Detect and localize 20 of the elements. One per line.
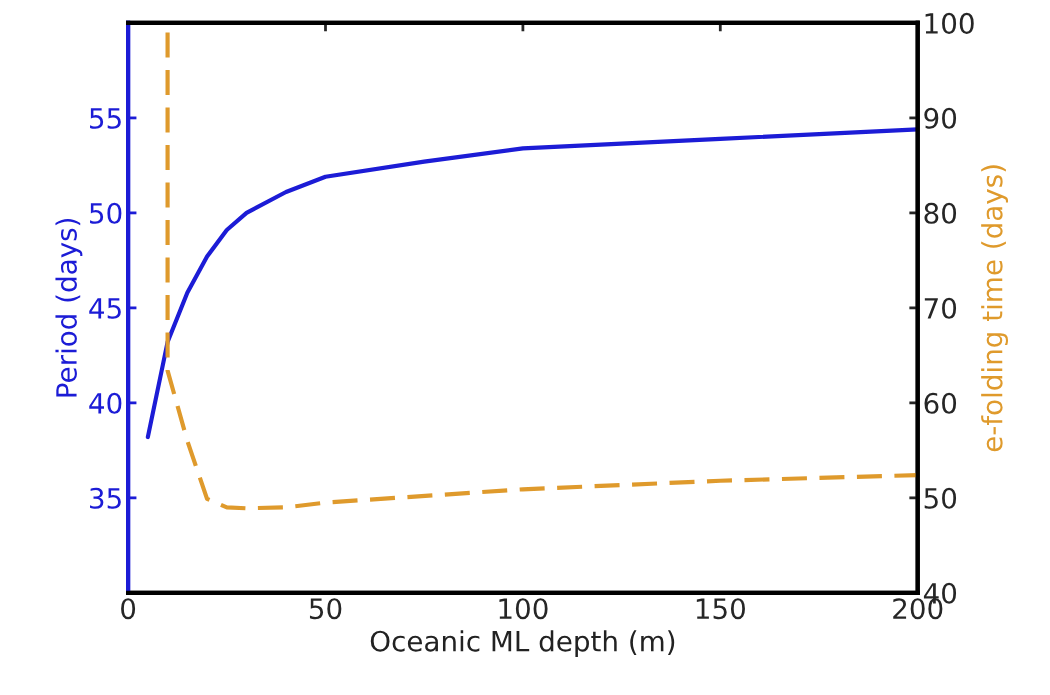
- y-axis-title: Period (days): [55, 218, 83, 397]
- x-tick-label: 0: [121, 598, 136, 620]
- x-tick-label: 50: [309, 598, 342, 620]
- y2-tick-label: 100: [925, 12, 974, 34]
- line-series: [165, 30, 918, 511]
- y-tick-label: 50: [90, 202, 122, 224]
- y2-tick-label: 50: [924, 487, 957, 509]
- y-tick-label: 35: [90, 487, 121, 509]
- x-axis-title: Oceanic ML depth (m): [370, 630, 675, 658]
- y2-tick-label: 60: [924, 392, 957, 414]
- y2-tick-label: 90: [924, 107, 957, 129]
- y2-axis-title: e-folding time (days): [981, 165, 1009, 452]
- line-series: [145, 127, 918, 440]
- y-tick-label: 55: [90, 108, 121, 129]
- y-tick-label: 40: [89, 392, 122, 414]
- y-tick-label: 45: [89, 298, 121, 319]
- x-tick-label: 150: [696, 598, 745, 620]
- x-tick-label: 100: [499, 598, 548, 620]
- y2-tick-label: 70: [924, 297, 957, 319]
- y2-tick-label: 80: [924, 202, 957, 224]
